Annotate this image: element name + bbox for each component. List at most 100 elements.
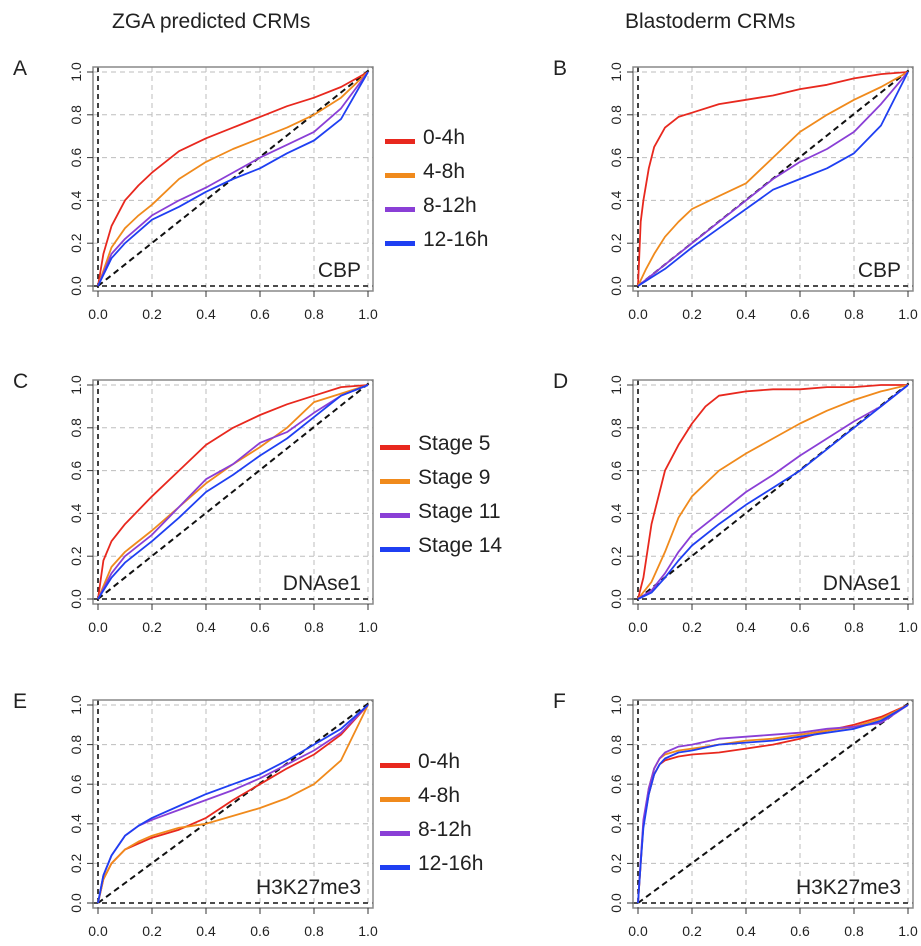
x-tick-label: 0.2 (682, 923, 702, 939)
panel-letter: A (13, 57, 27, 80)
y-tick-label: 0.2 (608, 546, 624, 566)
legend-swatch (380, 478, 410, 484)
x-tick-label: 0.0 (88, 306, 108, 322)
y-tick-label: 0.6 (608, 148, 624, 168)
legend-swatch (380, 444, 410, 450)
diagonal-reference-line (97, 66, 374, 287)
y-tick-label: 0.4 (608, 503, 624, 523)
panel-letter: C (13, 370, 28, 393)
plot-frame (92, 379, 374, 605)
y-tick-label: 0.4 (68, 190, 84, 210)
y-tick-label: 0.0 (608, 276, 624, 296)
x-tick-label: 0.6 (250, 619, 270, 635)
x-tick-label: 0.0 (88, 923, 108, 939)
y-tick-label: 1.0 (68, 695, 84, 715)
legend-dnase: Stage 5 Stage 9 Stage 11 Stage 14 (380, 427, 502, 563)
x-tick-label: 1.0 (898, 619, 918, 635)
x-tick-label: 0.0 (628, 306, 648, 322)
legend-label: 0-4h (423, 126, 466, 149)
legend-label: 8-12h (418, 818, 472, 841)
panel-annotation: DNAse1 (283, 572, 361, 595)
y-tick-label: 0.2 (608, 233, 624, 253)
x-tick-label: 0.4 (736, 619, 756, 635)
y-tick-label: 0.8 (68, 418, 84, 438)
panel-e: 0.0 0.2 0.4 0.6 0.8 1.0 0.0 0.2 0.4 0.6 0.8 1.0 H3K2… (13, 690, 378, 939)
legend-h3k27me3: 0-4h 4-8h 8-12h 12-16h (380, 745, 483, 881)
plot-frame (632, 379, 914, 605)
x-tick-label: 0.4 (736, 923, 756, 939)
plot-frame (92, 66, 374, 292)
x-tick-label: 0.2 (142, 306, 162, 322)
y-tick-label: 1.0 (608, 375, 624, 395)
series-line-stage-11 (97, 384, 369, 600)
panel-annotation: CBP (858, 259, 901, 282)
series-line-12-16h (97, 704, 369, 904)
series-line-0-4h (637, 71, 909, 287)
y-tick-label: 0.4 (608, 814, 624, 834)
plot-frame (632, 699, 914, 909)
y-tick-label: 0.0 (68, 589, 84, 609)
x-tick-label: 0.4 (196, 923, 216, 939)
y-tick-label: 0.6 (68, 774, 84, 794)
legend-swatch (380, 830, 410, 836)
legend-swatch (385, 172, 415, 178)
plot-frame (92, 699, 374, 909)
legend-swatch (380, 546, 410, 552)
x-tick-label: 1.0 (358, 619, 378, 635)
legend-item: 4-8h (380, 779, 483, 813)
x-tick-label: 0.8 (304, 923, 324, 939)
legend-cbp: 0-4h 4-8h 8-12h 12-16h (385, 121, 488, 257)
legend-item: Stage 9 (380, 461, 502, 495)
y-tick-label: 0.4 (68, 503, 84, 523)
x-tick-label: 0.6 (790, 306, 810, 322)
legend-label: 12-16h (423, 228, 489, 251)
panel-letter: D (553, 370, 568, 393)
diagonal-reference-line (637, 699, 914, 904)
series-line-8-12h (97, 71, 369, 287)
y-tick-label: 0.2 (68, 233, 84, 253)
y-tick-label: 0.8 (608, 418, 624, 438)
x-tick-label: 0.6 (790, 619, 810, 635)
legend-item: 0-4h (385, 121, 488, 155)
x-tick-label: 0.8 (844, 306, 864, 322)
legend-label: 12-16h (418, 852, 484, 875)
y-tick-label: 0.4 (608, 190, 624, 210)
panel-c: 0.0 0.2 0.4 0.6 0.8 1.0 0.0 0.2 0.4 0.6 0.8 1.0 DNAs… (13, 370, 378, 635)
x-tick-label: 0.8 (304, 306, 324, 322)
column-title-blastoderm: Blastoderm CRMs (625, 10, 796, 33)
y-tick-label: 0.8 (68, 105, 84, 125)
y-tick-label: 0.8 (68, 735, 84, 755)
y-tick-label: 0.4 (68, 814, 84, 834)
y-tick-label: 1.0 (608, 62, 624, 82)
x-tick-label: 0.0 (628, 619, 648, 635)
x-tick-label: 1.0 (898, 923, 918, 939)
y-tick-label: 0.2 (68, 853, 84, 873)
legend-item: 12-16h (385, 223, 488, 257)
x-tick-label: 1.0 (358, 306, 378, 322)
panel-annotation: H3K27me3 (256, 876, 361, 899)
legend-item: 12-16h (380, 847, 483, 881)
x-tick-label: 0.8 (304, 619, 324, 635)
series-line-stage-9 (97, 384, 369, 600)
y-tick-label: 0.6 (608, 461, 624, 481)
panel-annotation: H3K27me3 (796, 876, 901, 899)
diagonal-reference-line (97, 379, 374, 600)
x-tick-label: 0.0 (628, 923, 648, 939)
x-tick-label: 1.0 (898, 306, 918, 322)
diagonal-reference-line (97, 699, 374, 904)
series-line-12-16h (637, 704, 909, 904)
x-tick-label: 0.2 (142, 619, 162, 635)
y-tick-label: 0.8 (608, 735, 624, 755)
legend-label: Stage 14 (418, 534, 503, 557)
legend-swatch (385, 138, 415, 144)
legend-swatch (380, 762, 410, 768)
panel-annotation: CBP (318, 259, 361, 282)
legend-swatch (380, 512, 410, 518)
legend-item: 4-8h (385, 155, 488, 189)
legend-swatch (385, 206, 415, 212)
legend-item: Stage 11 (380, 495, 502, 529)
column-title-zga: ZGA predicted CRMs (112, 10, 311, 33)
x-tick-label: 0.4 (736, 306, 756, 322)
series-line-stage-5 (97, 384, 369, 600)
